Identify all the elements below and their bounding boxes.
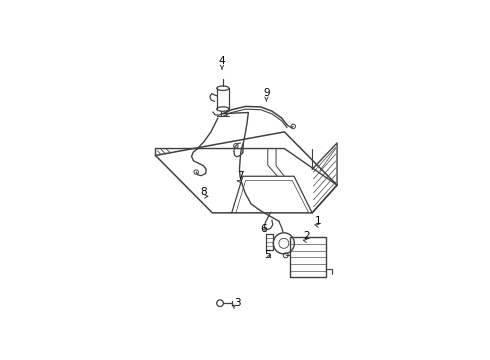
Text: 2: 2	[303, 231, 310, 241]
Text: 7: 7	[237, 171, 244, 181]
Text: 4: 4	[219, 56, 225, 66]
Text: 5: 5	[265, 250, 271, 260]
Text: 6: 6	[260, 224, 267, 234]
Text: 8: 8	[201, 186, 207, 197]
Text: 9: 9	[263, 88, 270, 98]
Text: 1: 1	[315, 216, 321, 226]
Text: 3: 3	[234, 298, 241, 308]
